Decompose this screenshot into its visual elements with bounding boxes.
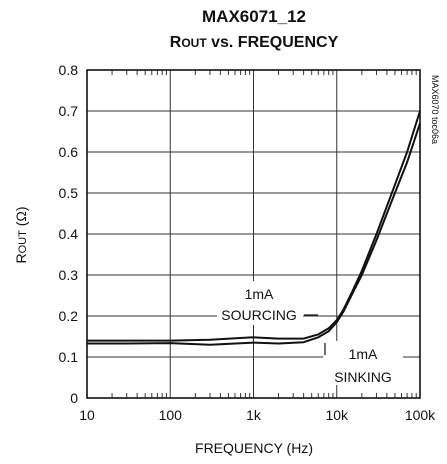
x-tick-label: 100 [159,407,183,423]
annotation-sourcing-line2: SOURCING [221,307,296,323]
chart-title: MAX6071_12 [202,7,306,26]
series-line-1 [87,110,421,342]
annotations: 1mA SOURCING 1mA SINKING [217,281,403,385]
x-tick-labels: 10 100 1k 10k 100k [79,407,436,423]
annotation-sinking-line1: 1mA [349,346,378,362]
annotation-bg [323,341,403,385]
y-axis-label: ROUT (Ω) [13,206,29,263]
annotation-bg [217,281,303,325]
series-group [87,110,421,346]
y-tick-label: 0 [70,390,78,406]
y-tick-label: 0.2 [59,308,79,324]
subtitle-rest: vs. FREQUENCY [207,34,339,51]
x-tick-label: 10k [325,407,349,423]
series-line-2 [87,122,421,346]
y-tick-label: 0.7 [59,103,79,119]
x-tick-label: 100k [405,407,436,423]
chart-subtitle: ROUT vs. FREQUENCY [170,34,339,51]
y-tick-label: 0.6 [59,144,79,160]
y-tick-label: 0.4 [59,226,79,242]
annotation-sourcing-line1: 1mA [245,286,274,302]
annotation-sinking-line2: SINKING [334,369,392,385]
subtitle-main: R [170,34,182,51]
x-tick-label: 10 [79,407,95,423]
y-tick-labels: 0 0.1 0.2 0.3 0.4 0.5 0.6 0.7 0.8 [59,62,79,406]
subtitle-sub: OUT [181,36,207,50]
y-tick-label: 0.1 [59,349,79,365]
y-label-main: R [13,253,29,263]
y-tick-label: 0.3 [59,267,79,283]
y-label-rest: (Ω) [13,206,29,230]
y-tick-label: 0.8 [59,62,79,78]
x-tick-label: 1k [246,407,262,423]
side-note: MAX6070 toc06a [430,75,440,144]
plot-frame [86,69,421,399]
y-label-sub: OUT [17,230,29,254]
x-axis-label: FREQUENCY (Hz) [195,440,313,456]
y-tick-label: 0.5 [59,185,79,201]
